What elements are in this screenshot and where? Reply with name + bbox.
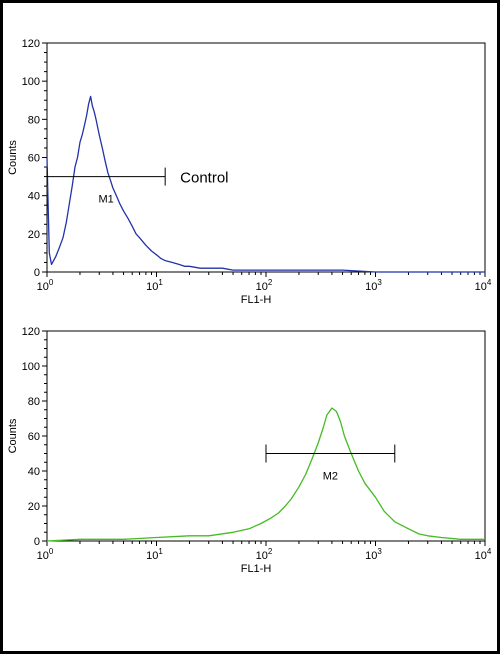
- top-y-tick-label: 0: [34, 267, 40, 279]
- bottom-x-tick-label: 103: [365, 547, 382, 562]
- bottom-x-axis-title: FL1-H: [241, 563, 272, 575]
- top-x-tick-label: 101: [146, 278, 163, 293]
- bottom-marker-label: M2: [323, 471, 338, 483]
- top-x-axis-title: FL1-H: [241, 294, 272, 306]
- top-y-tick-label: 120: [22, 38, 40, 50]
- top-plot-area: [46, 42, 486, 273]
- bottom-histogram-line: [46, 407, 485, 542]
- top-x-tick-label: 102: [256, 278, 273, 293]
- bottom-y-tick-label: 40: [28, 466, 40, 478]
- top-y-tick-label: 80: [28, 114, 40, 126]
- top-annotation-label: Control: [180, 170, 228, 187]
- top-y-tick-label: 40: [28, 191, 40, 203]
- bottom-y-tick-label: 120: [22, 326, 40, 338]
- top-x-tick-label: 103: [365, 278, 382, 293]
- top-histogram-line: [46, 95, 485, 273]
- bottom-y-tick-label: 60: [28, 431, 40, 443]
- top-marker-label: M1: [98, 194, 113, 206]
- top-y-tick-label: 100: [22, 76, 40, 88]
- top-y-tick-label: 60: [28, 153, 40, 165]
- bottom-y-tick-label: 80: [28, 396, 40, 408]
- top-panel: 0 20 40 60 80 100 120 100 101 102 103 104 FL1-H Count…: [7, 38, 492, 306]
- top-y-axis-title: Counts: [7, 140, 19, 175]
- bottom-x-tick-label: 102: [256, 547, 273, 562]
- top-x-tick-label: 104: [475, 278, 492, 293]
- bottom-y-tick-label: 100: [22, 361, 40, 373]
- bottom-plot-area: [46, 330, 486, 542]
- bottom-panel: 0 20 40 60 80 100 120 100 101 102 103 104 FL1-H Count…: [7, 326, 492, 575]
- top-y-tick-label: 20: [28, 229, 40, 241]
- bottom-x-tick-label: 100: [37, 547, 54, 562]
- bottom-x-tick-label: 104: [475, 547, 492, 562]
- top-x-tick-label: 100: [37, 278, 54, 293]
- bottom-y-tick-label: 20: [28, 501, 40, 513]
- bottom-y-tick-label: 0: [34, 536, 40, 548]
- bottom-y-axis-title: Counts: [7, 418, 19, 453]
- bottom-x-tick-label: 101: [146, 547, 163, 562]
